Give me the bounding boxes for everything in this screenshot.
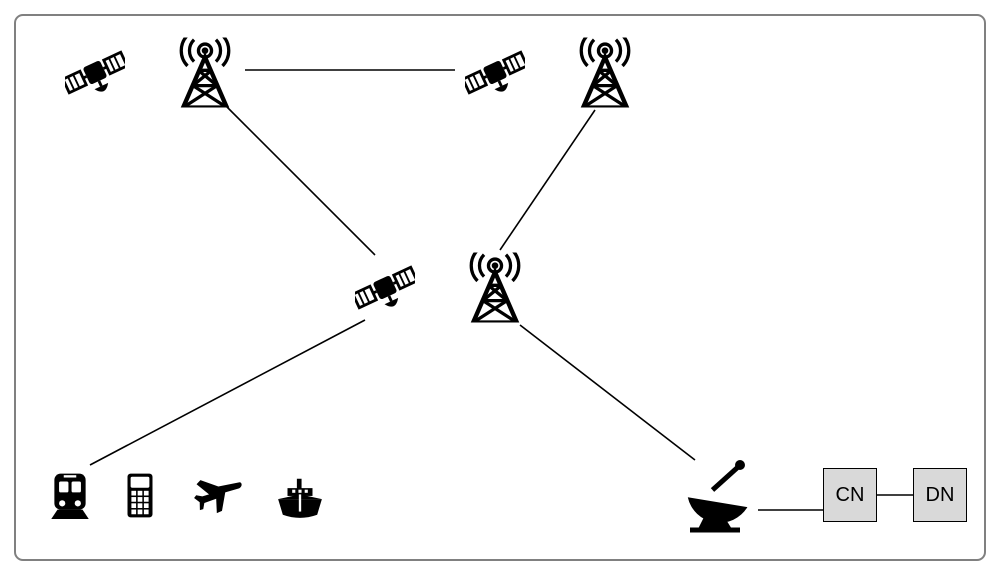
ship-icon [275, 473, 325, 528]
edge [90, 320, 365, 465]
phone-icon [115, 471, 165, 526]
satellite-icon [465, 43, 525, 108]
edge [500, 110, 595, 250]
satellite-icon [355, 258, 415, 323]
dish-icon [675, 453, 755, 538]
plane-icon [193, 473, 243, 528]
satellite-icon [65, 43, 125, 108]
cn-box: CN [823, 468, 877, 522]
dn-box: DN [913, 468, 967, 522]
cn-label: CN [836, 484, 865, 507]
tower-icon [570, 38, 640, 113]
tower-icon [460, 253, 530, 328]
train-icon [45, 471, 95, 526]
dn-label: DN [926, 484, 955, 507]
edge [225, 105, 375, 255]
tower-icon [170, 38, 240, 113]
edge [520, 325, 695, 460]
diagram-stage: CN DN [0, 0, 1000, 575]
